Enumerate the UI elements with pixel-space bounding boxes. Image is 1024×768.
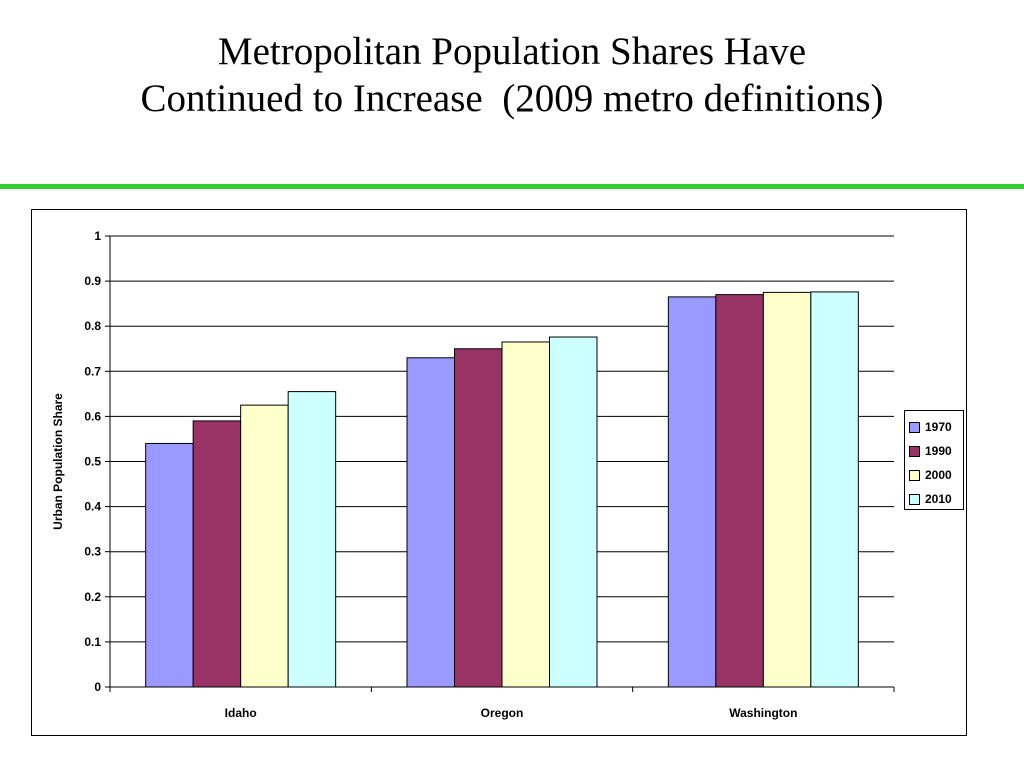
title-line-2: Continued to Increase (2009 metro defini… (140, 77, 884, 120)
x-category-label: Oregon (481, 706, 524, 720)
legend-swatch (909, 421, 920, 433)
x-category-label: Idaho (225, 706, 257, 720)
y-tick-label: 1 (94, 229, 101, 243)
y-tick-label: 0.7 (84, 364, 101, 378)
legend-item: 1970 (909, 415, 963, 439)
legend-swatch (909, 445, 920, 457)
legend-item: 2000 (909, 463, 963, 487)
legend-item: 1990 (909, 439, 963, 463)
slide-title: Metropolitan Population Shares Have Cont… (0, 28, 1024, 122)
y-tick-label: 0.4 (84, 500, 101, 514)
chart-legend: 1970 1990 2000 2010 (904, 410, 964, 510)
bar-1970-oregon (406, 357, 455, 688)
legend-item: 2010 (909, 487, 963, 511)
bar-chart: 0 0.1 0.2 0.3 0.4 0.5 0.6 0.7 0.8 0.9 1 Urban Popul… (51, 229, 895, 720)
y-tick-label: 0.2 (84, 590, 101, 604)
y-tick-label: 0.1 (84, 635, 101, 649)
chart-area: 0 0.1 0.2 0.3 0.4 0.5 0.6 0.7 0.8 0.9 1 Urban Popul… (31, 209, 967, 736)
y-axis-label: Urban Population Share (51, 393, 65, 530)
bar-1970-washington (667, 296, 717, 688)
legend-swatch (909, 469, 920, 481)
bar-1990-washington (715, 294, 764, 688)
legend-label: 1990 (925, 444, 952, 458)
y-tick-label: 0 (94, 680, 101, 694)
bar-2000-oregon (501, 341, 550, 688)
y-tick-label: 0.3 (84, 545, 101, 559)
title-line-1: Metropolitan Population Shares Have (217, 30, 807, 73)
bar-2010-oregon (549, 336, 598, 688)
legend-swatch (909, 493, 920, 505)
bar-2010-idaho (287, 391, 337, 688)
title-divider (0, 184, 1024, 189)
legend-label: 1970 (925, 420, 952, 434)
bar-2000-idaho (240, 404, 289, 688)
legend-label: 2010 (925, 492, 952, 506)
bar-1990-oregon (454, 348, 503, 688)
y-tick-label: 0.8 (84, 319, 101, 333)
bar-2000-washington (762, 291, 812, 688)
bar-1990-idaho (192, 420, 242, 688)
y-tick-label: 0.5 (84, 455, 101, 469)
y-tick-label: 0.6 (84, 409, 101, 423)
bar-1970-idaho (145, 442, 194, 688)
x-category-label: Washington (729, 706, 797, 720)
bar-2010-washington (810, 291, 859, 688)
legend-label: 2000 (925, 468, 952, 482)
y-tick-label: 0.9 (84, 274, 101, 288)
